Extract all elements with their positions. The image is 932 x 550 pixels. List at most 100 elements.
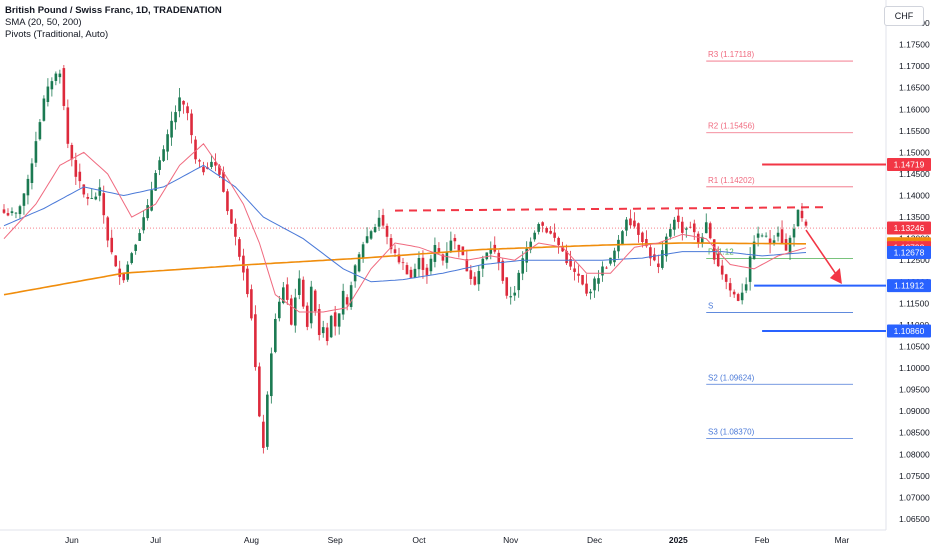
price-tick-label: 1.09500 xyxy=(899,385,930,395)
candle-body xyxy=(629,218,632,226)
candle-body xyxy=(621,231,624,245)
candle-body xyxy=(66,107,70,144)
candle-body xyxy=(796,209,800,227)
candle-body xyxy=(625,219,628,231)
price-badge xyxy=(887,279,931,293)
candle-body xyxy=(214,162,217,166)
candle-body xyxy=(341,290,345,315)
candle-body xyxy=(146,205,149,219)
candle-body xyxy=(748,256,752,282)
candle-body xyxy=(222,171,225,192)
candle-body xyxy=(800,210,804,219)
symbol-title: British Pound / Swiss Franc, 1D, TRADENA… xyxy=(5,5,222,16)
candle-body xyxy=(361,244,365,259)
candle-body xyxy=(198,160,201,162)
candle-body xyxy=(369,231,373,239)
candle-body xyxy=(593,278,596,291)
candle-body xyxy=(421,257,425,270)
time-tick-label: Sep xyxy=(328,535,343,545)
sma-indicator-label[interactable]: SMA (20, 50, 200) xyxy=(5,17,82,28)
candle-body xyxy=(425,267,429,276)
price-tick-label: 1.14500 xyxy=(899,169,930,179)
candle-body xyxy=(262,421,265,448)
candle-body xyxy=(182,100,185,105)
candle-body xyxy=(242,255,245,273)
candle-body xyxy=(258,366,261,417)
candle-body xyxy=(784,239,788,251)
candle-body xyxy=(732,291,736,295)
candle-body xyxy=(401,262,405,264)
pivots-indicator-label[interactable]: Pivots (Traditional, Auto) xyxy=(5,29,109,40)
candle-body xyxy=(776,232,780,237)
candle-body xyxy=(429,258,433,272)
forecast-arrow-head xyxy=(829,267,842,284)
price-badge-label: 1.10860 xyxy=(894,326,925,336)
candle-body xyxy=(289,298,293,325)
candle-body xyxy=(18,206,22,215)
candle-body xyxy=(509,296,513,298)
candle-body xyxy=(50,81,54,90)
candle-body xyxy=(537,223,540,232)
candle-body xyxy=(569,259,572,267)
candle-body xyxy=(154,172,157,191)
price-tick-label: 1.15000 xyxy=(899,147,930,157)
price-badge-label: 1.13246 xyxy=(894,223,925,233)
candle-body xyxy=(270,353,273,397)
price-tick-label: 1.06500 xyxy=(899,514,930,524)
candle-body xyxy=(441,254,445,261)
price-badge-label: 1.12678 xyxy=(894,248,925,258)
candle-body xyxy=(238,239,241,257)
price-tick-label: 1.17500 xyxy=(899,40,930,50)
candle-body xyxy=(700,236,704,244)
price-badge xyxy=(887,221,931,235)
candle-body xyxy=(649,247,652,259)
candle-body xyxy=(254,314,257,368)
candle-body xyxy=(696,233,700,244)
pivot-label: R1 (1.14202) xyxy=(708,176,755,185)
time-tick-label: Aug xyxy=(244,535,259,545)
candle-body xyxy=(744,284,748,291)
price-tick-label: 1.11500 xyxy=(899,298,929,308)
time-tick-label: Dec xyxy=(587,535,603,545)
candle-body xyxy=(158,160,161,170)
time-tick-label: Feb xyxy=(755,535,770,545)
candle-body xyxy=(477,271,481,285)
price-badge xyxy=(887,158,931,172)
candle-body xyxy=(485,252,489,260)
candle-body xyxy=(62,68,66,106)
candle-body xyxy=(130,253,133,264)
candle-body xyxy=(313,290,317,312)
candle-body xyxy=(274,318,277,352)
candle-body xyxy=(720,265,724,275)
price-tick-label: 1.07500 xyxy=(899,471,930,481)
price-tick-label: 1.08000 xyxy=(899,449,930,459)
currency-button[interactable]: CHF xyxy=(884,6,924,26)
candle-body xyxy=(573,268,576,272)
time-tick-label: 2025 xyxy=(669,535,688,545)
candle-body xyxy=(613,250,616,263)
candle-body xyxy=(297,278,301,295)
candle-body xyxy=(150,190,153,211)
candle-body xyxy=(449,240,453,251)
time-tick-label: Mar xyxy=(835,535,850,545)
candle-body xyxy=(234,223,237,237)
candle-body xyxy=(282,287,285,304)
candle-body xyxy=(684,228,688,230)
price-badge xyxy=(887,246,931,260)
candle-body xyxy=(736,294,740,301)
candle-body xyxy=(118,268,122,277)
candle-body xyxy=(285,284,289,300)
candle-body xyxy=(6,213,10,216)
candle-body xyxy=(653,254,656,261)
candle-body xyxy=(250,289,253,319)
candle-body xyxy=(106,217,110,241)
candle-body xyxy=(641,232,644,243)
sma50-line xyxy=(3,164,807,283)
candle-body xyxy=(557,237,560,246)
candle-body xyxy=(788,237,792,254)
price-tick-label: 1.10000 xyxy=(899,363,930,373)
candle-body xyxy=(349,285,353,307)
candle-body xyxy=(278,301,281,319)
